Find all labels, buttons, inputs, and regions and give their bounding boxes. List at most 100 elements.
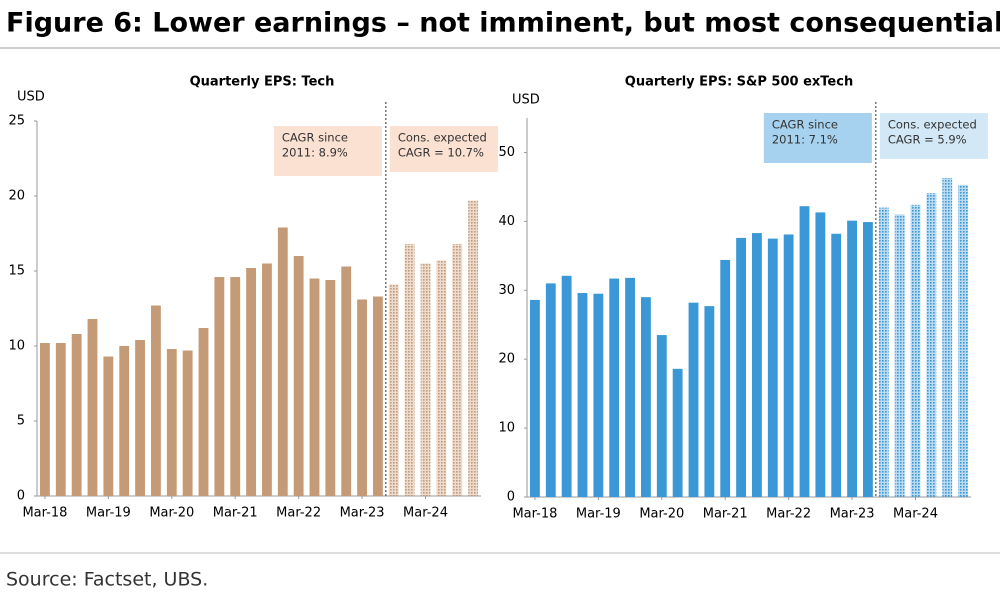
x-tick-label: Mar-21	[213, 506, 258, 521]
bar	[910, 204, 921, 498]
bar	[894, 214, 905, 498]
y-tick-label: 0	[507, 490, 515, 505]
y-tick-label: 5	[17, 414, 25, 429]
x-tick-label: Mar-23	[340, 506, 385, 521]
annotation-text: 2011: 8.9%	[282, 146, 348, 160]
x-tick-label: Mar-19	[86, 506, 131, 521]
bar	[783, 234, 794, 497]
x-tick-label: Mar-20	[149, 506, 194, 521]
x-tick-label: Mar-18	[512, 507, 557, 522]
bar	[863, 222, 873, 497]
x-tick-label: Mar-21	[703, 507, 748, 522]
bar	[388, 284, 399, 496]
annotation-box	[879, 113, 988, 159]
bar	[166, 349, 177, 496]
x-tick-label: Mar-22	[276, 506, 321, 521]
y-tick-label: 0	[17, 489, 25, 504]
source-note: Source: Factset, UBS.	[6, 569, 208, 591]
bar	[357, 299, 367, 496]
x-tick-label: Mar-18	[22, 506, 67, 521]
chart-title: Quarterly EPS: Tech	[190, 75, 335, 90]
y-tick-label: 30	[498, 283, 515, 298]
x-tick-label: Mar-20	[639, 507, 684, 522]
y-tick-label: 10	[498, 421, 515, 436]
bar	[198, 328, 209, 496]
bar	[436, 260, 447, 496]
bar	[293, 256, 304, 496]
annotation-text: CAGR since	[282, 131, 348, 145]
y-tick-label: 25	[8, 114, 25, 129]
bar	[40, 343, 50, 496]
annotation-text: CAGR = 5.9%	[888, 133, 967, 147]
bar	[404, 244, 415, 496]
bar	[672, 368, 683, 497]
bar	[230, 277, 241, 496]
bar	[767, 238, 778, 497]
bar	[468, 200, 478, 496]
bar	[799, 206, 810, 497]
x-tick-label: Mar-24	[893, 507, 938, 522]
annotation-box	[763, 113, 872, 163]
bar	[577, 293, 588, 497]
y-tick-label: 20	[8, 189, 25, 204]
bar	[545, 283, 556, 497]
bar	[452, 244, 463, 496]
bar	[815, 212, 826, 497]
bar	[87, 319, 98, 496]
bar	[561, 275, 572, 497]
bar	[609, 278, 620, 497]
bar	[55, 343, 66, 496]
bar	[246, 268, 256, 496]
bar	[958, 184, 968, 498]
bar	[656, 335, 667, 497]
x-tick-label: Mar-22	[766, 507, 811, 522]
bar	[926, 193, 937, 498]
y-axis-label: USD	[17, 90, 45, 105]
bar	[847, 220, 857, 497]
bar	[151, 305, 161, 496]
x-tick-label: Mar-23	[830, 507, 875, 522]
bar	[135, 340, 145, 496]
bar	[942, 177, 953, 497]
y-tick-label: 20	[498, 352, 515, 367]
bar	[641, 297, 651, 497]
bar	[103, 356, 114, 496]
annotation-text: CAGR = 10.7%	[398, 146, 484, 160]
figure-title: Figure 6: Lower earnings – not imminent,…	[6, 8, 1000, 39]
annotation-text: CAGR since	[772, 118, 838, 132]
bar	[325, 280, 336, 496]
bar	[277, 227, 288, 496]
y-tick-label: 50	[498, 145, 515, 160]
bar	[309, 278, 320, 496]
annotation-box	[273, 126, 382, 176]
bar	[625, 277, 635, 497]
bar	[182, 350, 193, 496]
bar	[704, 306, 715, 497]
y-tick-label: 15	[8, 264, 25, 279]
bar	[831, 233, 842, 497]
bar	[720, 259, 731, 497]
bar	[341, 266, 352, 496]
bar	[373, 296, 383, 496]
bar	[119, 346, 130, 496]
bar	[736, 237, 746, 497]
bar	[420, 263, 431, 496]
bar	[878, 207, 889, 497]
bar	[752, 233, 762, 497]
annotation-box	[389, 126, 498, 172]
bar	[530, 299, 540, 497]
y-axis-label: USD	[512, 93, 540, 108]
annotation-text: Cons. expected	[888, 118, 977, 132]
x-tick-label: Mar-24	[403, 506, 448, 521]
bar	[262, 263, 272, 496]
y-tick-label: 10	[8, 339, 25, 354]
y-tick-label: 40	[498, 214, 515, 229]
bar	[593, 293, 604, 497]
bar	[688, 302, 699, 497]
chart-title: Quarterly EPS: S&P 500 exTech	[625, 75, 853, 90]
bar	[214, 277, 225, 496]
annotation-text: 2011: 7.1%	[772, 133, 838, 147]
bar	[71, 334, 82, 496]
annotation-text: Cons. expected	[398, 131, 487, 145]
